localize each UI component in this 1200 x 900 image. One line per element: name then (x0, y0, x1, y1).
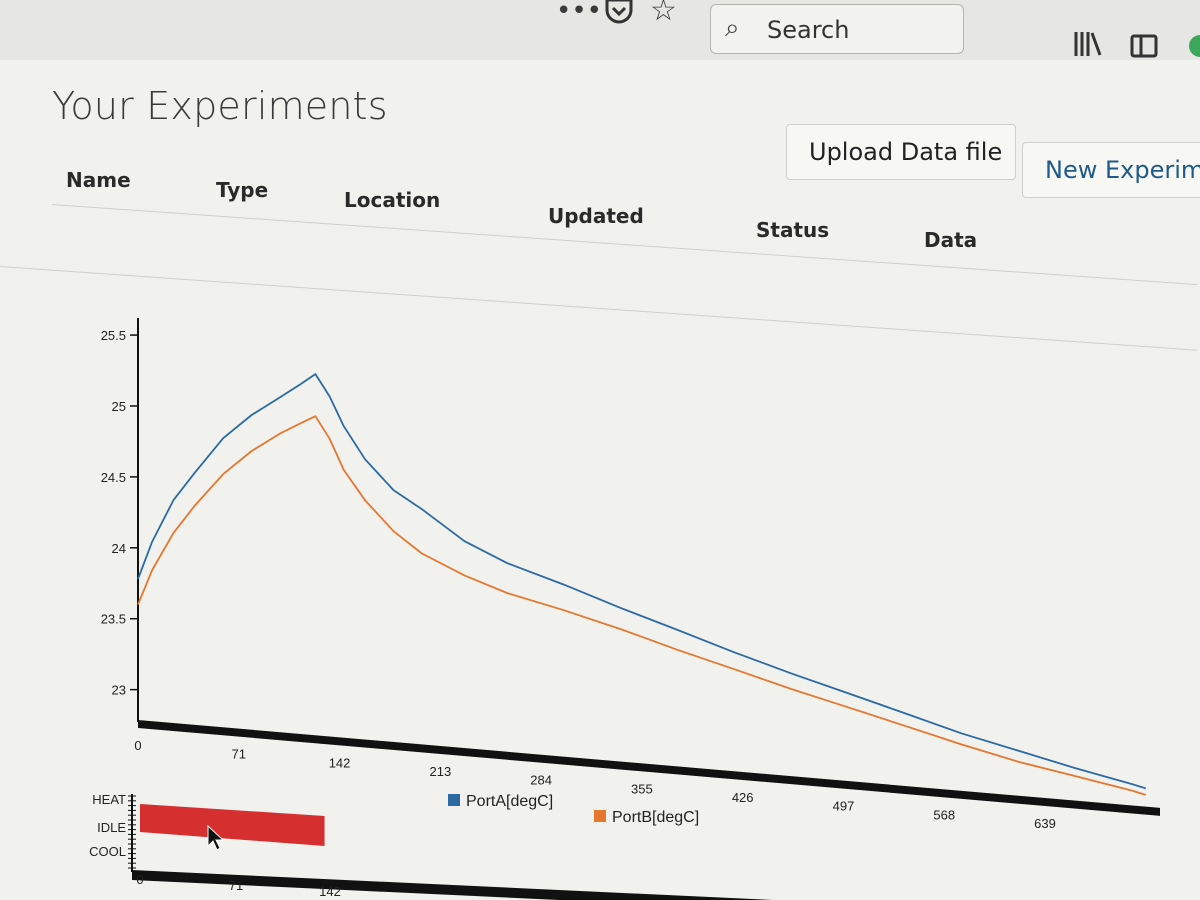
x-tick-label: 639 (1034, 816, 1056, 831)
browser-toolbar: ••• ☆ ⌕ Search (0, 0, 1200, 61)
plot-area: 25.5 25 24.5 24 23.5 23 0 71 142 213 284 355 426 497 5… (89, 318, 1160, 900)
x-tick-label: 497 (833, 799, 855, 814)
control-level-label: HEAT (92, 792, 126, 807)
x-tick-label: 0 (134, 738, 141, 753)
upload-data-file-button[interactable]: Upload Data file (786, 124, 1016, 180)
control-level-label: COOL (89, 844, 126, 859)
search-placeholder: Search (767, 16, 850, 44)
y-tick-label: 23 (112, 683, 126, 698)
library-icon[interactable] (1072, 30, 1102, 63)
column-header-updated[interactable]: Updated (548, 204, 644, 228)
legend-swatch (594, 810, 606, 822)
ellipsis-icon[interactable]: ••• (556, 0, 603, 26)
x-axis-bar (138, 720, 1160, 816)
x-tick-label: 568 (933, 807, 955, 822)
control-x-tick-label: 71 (229, 878, 243, 893)
x-tick-label: 71 (232, 747, 246, 762)
control-level-label: IDLE (97, 820, 126, 835)
y-tick-label: 23.5 (101, 612, 126, 627)
page-title: Your Experiments (52, 84, 388, 128)
y-tick-label: 24.5 (101, 470, 126, 485)
series-line-portb (137, 415, 1147, 796)
x-tick-label: 213 (429, 764, 451, 779)
extension-icon[interactable] (1184, 34, 1200, 63)
column-header-location[interactable]: Location (344, 188, 441, 212)
pocket-icon[interactable] (604, 0, 634, 33)
mouse-cursor-icon (207, 824, 225, 851)
y-tick-label: 24 (112, 541, 126, 556)
x-tick-label: 284 (530, 773, 552, 788)
series-line-porta (137, 373, 1147, 790)
control-x-tick-label: 142 (319, 884, 341, 899)
column-header-type[interactable]: Type (216, 178, 269, 202)
control-x-axis-bar (132, 870, 773, 900)
legend-label: PortB[degC] (612, 809, 699, 826)
column-header-name[interactable]: Name (66, 168, 131, 192)
legend-swatch (448, 794, 460, 806)
column-header-status[interactable]: Status (756, 218, 830, 242)
legend-label: PortA[degC] (466, 793, 553, 810)
control-x-tick-label: 0 (136, 872, 143, 887)
y-tick-label: 25 (112, 399, 126, 414)
x-tick-label: 355 (631, 781, 653, 796)
x-tick-label: 426 (732, 790, 754, 805)
search-icon: ⌕ (725, 13, 740, 43)
star-icon[interactable]: ☆ (650, 0, 677, 28)
heat-state-bar (140, 804, 325, 846)
search-input[interactable]: ⌕ Search (710, 4, 964, 54)
column-header-data[interactable]: Data (924, 228, 978, 252)
new-experiment-button[interactable]: New Experim (1022, 142, 1200, 198)
sidebar-icon[interactable] (1130, 34, 1158, 63)
x-tick-label: 142 (329, 755, 351, 770)
y-tick-label: 25.5 (101, 328, 126, 343)
